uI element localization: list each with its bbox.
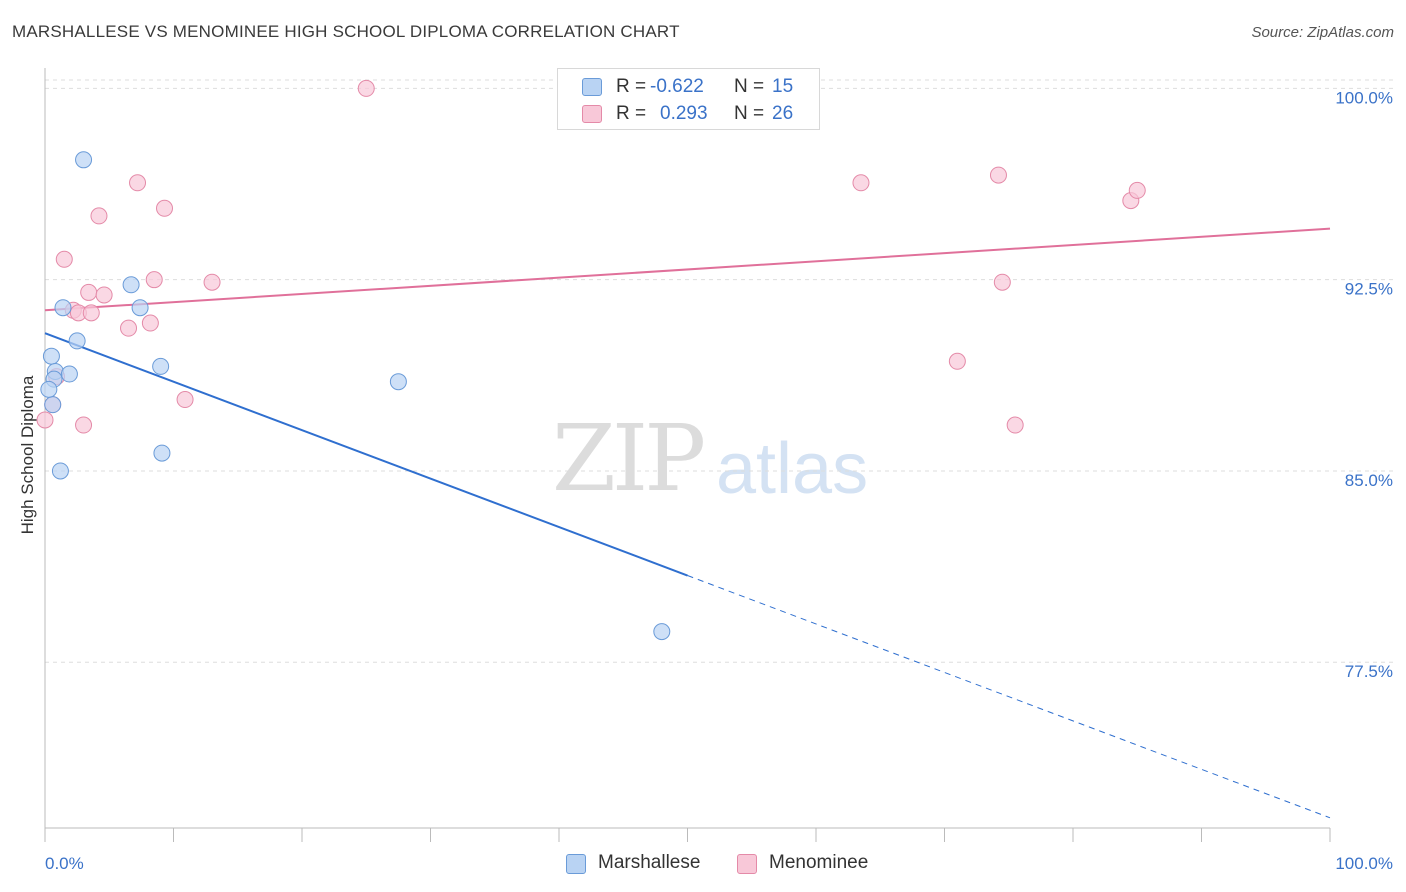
y-tick-label: 85.0% [1345,471,1393,490]
marshallese-point [40,380,58,398]
watermark-zip: ZIP [552,405,706,512]
x-tick-label: 0.0% [45,854,84,873]
menominee-point [141,314,159,332]
menominee-point [948,352,966,370]
menominee-point [129,174,147,192]
legend-n-value: 15 [772,76,794,97]
legend-n-label: N = [734,76,765,97]
menominee-point [80,283,98,301]
legend-n-value: 26 [772,103,794,124]
menominee-point [357,79,375,97]
menominee-point [1128,181,1146,199]
marshallese-point [131,299,149,317]
menominee-point [36,411,54,429]
correlation-legend: R = -0.622 N = 15 R = 0.293 N = 26 [557,68,820,130]
marshallese-label: Marshallese [598,852,701,873]
tick-labels: 100.0% 92.5% 85.0% 77.5% 0.0% 100.0% [45,88,1393,873]
menominee-swatch [737,854,757,874]
menominee-point [852,174,870,192]
y-axis-label: High School Diploma [18,375,37,535]
grid-lines [45,79,1395,663]
source-label: Source: ZipAtlas.com [1251,24,1394,41]
menominee-label: Menominee [769,852,869,873]
menominee-point [90,207,108,225]
menominee-point [55,250,73,268]
menominee-point [1006,416,1024,434]
marshallese-point [54,299,72,317]
legend-r-label: R = [616,76,647,97]
legend-n-label: N = [734,103,765,124]
marshallese-point [152,357,170,375]
marshallese-point [153,444,171,462]
marshallese-point [42,347,60,365]
menominee-point [203,273,221,291]
legend-r-value: -0.622 [650,76,704,97]
menominee-point [989,166,1007,184]
legend-r-value: 0.293 [660,103,708,124]
marshallese-point [653,623,671,641]
menominee-point [75,416,93,434]
y-tick-label: 92.5% [1345,280,1393,299]
marshallese-point [68,332,86,350]
y-tick-label: 77.5% [1345,662,1393,681]
legend-r-label: R = [616,103,647,124]
menominee-point [145,271,163,289]
x-tick-label: 100.0% [1335,854,1393,873]
watermark-atlas: atlas [716,429,869,509]
menominee-point [95,286,113,304]
marshallese-point [44,396,62,414]
marshallese-point [75,151,93,169]
marshallese-swatch [582,78,602,96]
menominee-point [176,391,194,409]
marshallese-swatch [566,854,586,874]
menominee-point [156,199,174,217]
marshallese-point [389,373,407,391]
marshallese-point [51,462,69,480]
trend-lines [44,227,1331,819]
chart-title: MARSHALLESE VS MENOMINEE HIGH SCHOOL DIP… [12,22,680,41]
marshallese-trend-line [44,332,688,577]
menominee-swatch [582,105,602,123]
data-points [36,79,1146,641]
menominee-point [993,273,1011,291]
axes [44,68,1331,842]
y-tick-label: 100.0% [1335,88,1393,107]
marshallese-trend-line-extension [687,575,1331,819]
menominee-trend-line [44,227,1331,312]
marshallese-point [122,276,140,294]
menominee-point [82,304,100,322]
marshallese-point [60,365,78,383]
menominee-point [120,319,138,337]
